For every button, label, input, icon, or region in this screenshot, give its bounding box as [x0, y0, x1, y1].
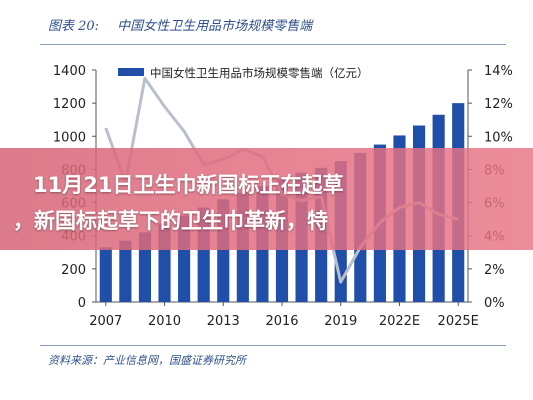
x-tick-label: 2016 — [265, 314, 298, 329]
figure-title: 图表 20: 中国女性卫生用品市场规模零售端 — [48, 15, 312, 34]
right-tick-label: 12% — [484, 97, 513, 112]
left-tick-label: 1000 — [53, 130, 86, 145]
left-tick-label: 200 — [61, 263, 86, 278]
right-tick-label: 10% — [484, 130, 513, 145]
right-tick-label: 0% — [484, 296, 505, 311]
x-tick-label: 2025E — [438, 314, 479, 329]
right-tick-label: 14% — [484, 64, 513, 79]
figure-header: 图表 20: 中国女性卫生用品市场规模零售端 — [0, 0, 533, 44]
left-tick-label: 1400 — [53, 64, 86, 79]
headline-line-2: ，新国标起草下的卫生巾革新，特 — [13, 209, 328, 233]
x-tick-label: 2007 — [89, 314, 122, 329]
bar — [119, 240, 132, 302]
right-tick-label: 2% — [484, 263, 505, 278]
x-tick-label: 2019 — [324, 314, 357, 329]
headline-line-1: 11月21日卫生巾新国标正在起草 — [33, 173, 344, 197]
bar — [99, 247, 112, 302]
left-tick-label: 1200 — [53, 97, 86, 112]
legend-label: 中国女性卫生用品市场规模零售端（亿元） — [150, 66, 369, 80]
x-tick-label: 2013 — [207, 314, 240, 329]
source-note: 资料来源：产业信息网，国盛证券研究所 — [48, 354, 246, 367]
figure-title-text: 中国女性卫生用品市场规模零售端 — [117, 19, 313, 34]
bottom-rule — [40, 345, 506, 346]
x-tick-label: 2010 — [148, 314, 181, 329]
figure-tag: 图表 20: — [48, 19, 100, 34]
legend-swatch — [118, 68, 144, 76]
headline-banner: 11月21日卫生巾新国标正在起草 ，新国标起草下的卫生巾革新，特 — [0, 148, 533, 250]
left-tick-label: 0 — [78, 296, 86, 311]
x-tick-label: 2022E — [379, 314, 420, 329]
top-rule — [40, 44, 506, 45]
